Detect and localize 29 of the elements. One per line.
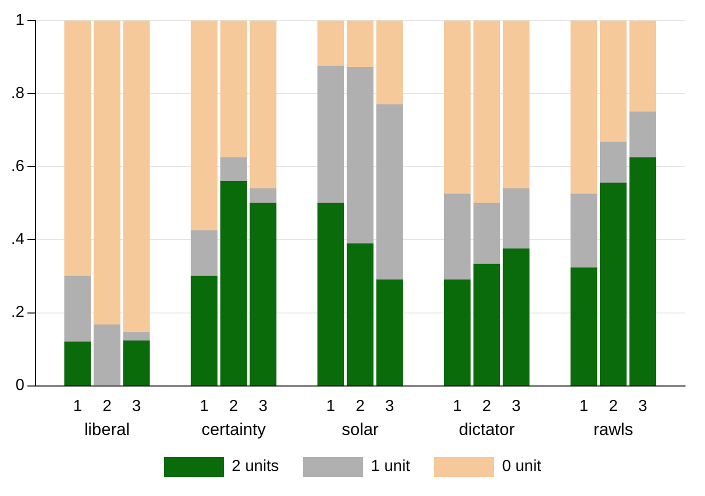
x-tick-label: 3 [638,398,648,415]
legend-label: 2 units [232,458,279,476]
y-tick-label: .4 [11,231,24,248]
text: rawls [593,420,634,439]
x-tick-label: 3 [385,398,394,415]
y-tick-label: .2 [11,304,24,322]
x-tick-label: 2 [102,398,112,415]
x-tick-label: 1 [73,398,82,415]
y-tick-label: .6 [11,158,24,176]
x-tick-label: 2 [608,398,618,415]
x-tick-label: 3 [132,398,142,415]
x-tick-label: 3 [258,398,268,415]
y-tick-label: 1 [15,12,24,30]
text: certainty [201,420,266,439]
x-tick-label: 3 [512,398,521,415]
x-tick-label: 1 [200,398,209,415]
legend-label: 1 unit [370,458,410,476]
text: dictator [458,420,515,439]
x-tick-label: 1 [452,398,462,415]
x-tick-label: 1 [326,398,336,415]
y-tick-label: .8 [11,85,24,102]
legend-label: 0 unit [502,458,542,476]
text: solar [342,420,379,439]
x-tick-label: 2 [356,398,365,415]
x-tick-label: 2 [229,398,238,415]
y-tick-label: 0 [15,377,24,394]
x-tick-label: 2 [482,398,492,415]
x-tick-label: 1 [579,398,588,415]
text: liberal [84,420,130,439]
